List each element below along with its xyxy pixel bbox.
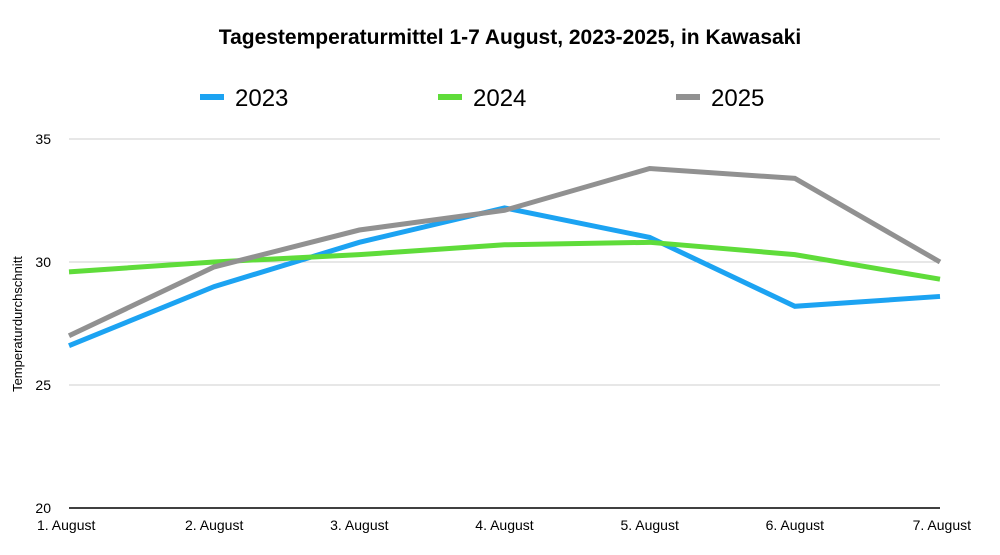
legend-label-2023: 2023 <box>235 85 288 112</box>
chart-title: Tagestemperaturmittel 1-7 August, 2023-2… <box>219 26 801 49</box>
x-tick-label: 5. August <box>620 517 678 533</box>
x-axis-ticks: 1. August 2. August 3. August 4. August 5. A… <box>37 517 971 533</box>
legend: 2023 2024 2025 <box>200 85 764 112</box>
series-line-2025 <box>67 165 942 339</box>
series-line-2024 <box>68 239 941 282</box>
gridlines <box>69 138 940 509</box>
legend-label-2025: 2025 <box>711 85 764 112</box>
y-tick-label: 20 <box>35 500 51 516</box>
y-tick-label: 35 <box>35 131 51 147</box>
x-tick-label: 4. August <box>475 517 533 533</box>
y-tick-label: 30 <box>35 254 51 270</box>
x-tick-label: 7. August <box>913 517 971 533</box>
x-tick-label: 1. August <box>37 517 95 533</box>
series-line-2023 <box>68 205 941 348</box>
x-tick-label: 2. August <box>185 517 243 533</box>
x-tick-label: 3. August <box>330 517 388 533</box>
y-axis-title: Temperaturdurchschnitt <box>10 256 25 392</box>
y-axis-ticks: 20 25 30 35 <box>35 131 51 516</box>
y-tick-label: 25 <box>35 377 51 393</box>
x-tick-label: 6. August <box>766 517 824 533</box>
series-lines <box>67 165 942 348</box>
legend-label-2024: 2024 <box>473 85 526 112</box>
